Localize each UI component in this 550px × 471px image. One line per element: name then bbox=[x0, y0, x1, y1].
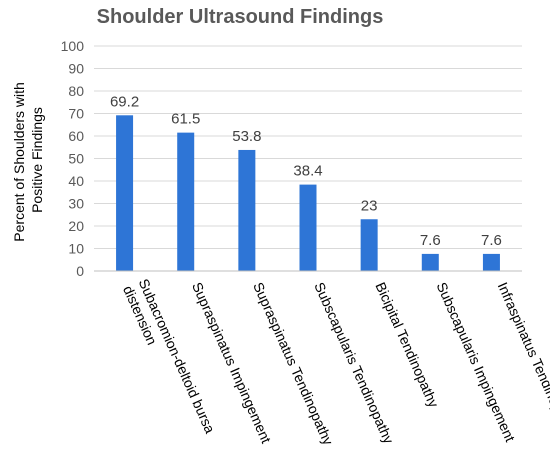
bar bbox=[421, 253, 439, 271]
data-label: 7.6 bbox=[420, 232, 441, 249]
y-tick-labels: 0 10 20 30 40 50 60 70 80 90 100 bbox=[61, 38, 85, 279]
y-axis-label-line-1: Percent of Shoulders with bbox=[11, 82, 27, 242]
y-tick-label: 70 bbox=[68, 106, 84, 122]
y-tick-label: 80 bbox=[68, 83, 84, 99]
y-tick-label: 30 bbox=[68, 196, 84, 212]
bar bbox=[116, 115, 134, 271]
y-tick-label: 90 bbox=[68, 61, 84, 77]
chart-title: Shoulder Ultrasound Findings bbox=[97, 6, 384, 28]
data-labels: 69.2 61.5 53.8 38.4 23 7.6 7.6 bbox=[110, 93, 502, 249]
y-tick-label: 60 bbox=[68, 128, 84, 144]
gridlines bbox=[94, 45, 522, 249]
data-label: 23 bbox=[361, 197, 378, 214]
data-label: 69.2 bbox=[110, 93, 139, 110]
bar bbox=[482, 253, 500, 271]
x-tick-label-text: Bicipital Tendinopathy bbox=[372, 280, 442, 410]
y-tick-label: 10 bbox=[68, 241, 84, 257]
data-label: 61.5 bbox=[171, 111, 200, 128]
bar bbox=[360, 219, 378, 271]
y-axis-label: Percent of Shoulders with Positive Findi… bbox=[11, 78, 45, 241]
y-tick-label: 50 bbox=[68, 151, 84, 167]
data-label: 53.8 bbox=[232, 128, 261, 145]
bar bbox=[299, 184, 317, 271]
x-tick-label-line: Bicipital Tendinopathy bbox=[372, 280, 442, 410]
data-label: 7.6 bbox=[481, 232, 502, 249]
bar bbox=[177, 132, 195, 271]
y-tick-label: 40 bbox=[68, 173, 84, 189]
bars bbox=[116, 115, 500, 271]
x-tick-labels: Subacromion-deltoid bursadistension Supra… bbox=[120, 276, 550, 447]
x-tick-label: Bicipital Tendinopathy bbox=[372, 280, 442, 410]
y-tick-label: 0 bbox=[76, 263, 84, 279]
y-axis-label-line-2: Positive Findings bbox=[29, 107, 45, 213]
y-tick-label: 100 bbox=[61, 38, 85, 54]
y-tick-label: 20 bbox=[68, 218, 84, 234]
bar bbox=[238, 149, 256, 271]
data-label: 38.4 bbox=[293, 163, 322, 180]
